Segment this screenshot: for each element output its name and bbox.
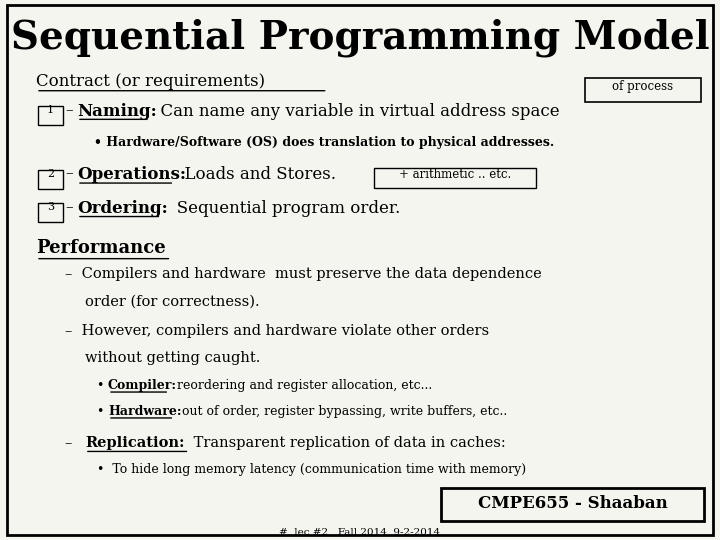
Text: Performance: Performance [36,239,166,256]
Text: Operations:: Operations: [77,166,186,183]
Text: •: • [97,405,112,418]
Text: 3: 3 [47,202,54,213]
Text: 2: 2 [47,169,54,179]
FancyBboxPatch shape [441,488,704,521]
Text: Sequential program order.: Sequential program order. [161,200,400,217]
FancyBboxPatch shape [38,170,63,189]
Text: Hardware:: Hardware: [108,405,181,418]
Text: CMPE655 - Shaaban: CMPE655 - Shaaban [477,495,667,512]
Text: Replication:: Replication: [85,436,184,450]
Text: Contract (or requirements): Contract (or requirements) [36,73,265,90]
Text: Compiler:: Compiler: [108,379,177,392]
Text: Ordering:: Ordering: [77,200,168,217]
FancyBboxPatch shape [38,203,63,222]
Text: Can name any variable in virtual address space: Can name any variable in virtual address… [150,103,559,119]
Text: –  Compilers and hardware  must preserve the data dependence: – Compilers and hardware must preserve t… [65,267,541,281]
FancyBboxPatch shape [585,78,701,102]
Text: order (for correctness).: order (for correctness). [85,294,260,308]
Text: •  To hide long memory latency (communication time with memory): • To hide long memory latency (communica… [97,463,526,476]
Text: + arithmetic .. etc.: + arithmetic .. etc. [399,168,511,181]
Text: without getting caught.: without getting caught. [85,351,261,365]
Text: Transparent replication of data in caches:: Transparent replication of data in cache… [189,436,506,450]
FancyBboxPatch shape [7,5,713,535]
Text: –: – [66,103,78,117]
FancyBboxPatch shape [374,168,536,188]
Text: of process: of process [612,80,672,93]
Text: #  lec #2   Fall 2014  9-2-2014: # lec #2 Fall 2014 9-2-2014 [279,528,441,537]
Text: Naming:: Naming: [77,103,157,119]
Text: reordering and register allocation, etc...: reordering and register allocation, etc.… [169,379,433,392]
FancyBboxPatch shape [38,106,63,125]
Text: Sequential Programming Model: Sequential Programming Model [11,19,709,57]
Text: Loads and Stores.: Loads and Stores. [174,166,336,183]
Text: • Hardware/Software (OS) does translation to physical addresses.: • Hardware/Software (OS) does translatio… [94,136,554,149]
Text: –  However, compilers and hardware violate other orders: – However, compilers and hardware violat… [65,324,489,338]
Text: –: – [66,200,78,214]
Text: –: – [66,166,78,180]
Text: 1: 1 [47,105,54,116]
Text: –: – [65,436,81,450]
Text: •: • [97,379,112,392]
Text: out of order, register bypassing, write buffers, etc..: out of order, register bypassing, write … [174,405,508,418]
